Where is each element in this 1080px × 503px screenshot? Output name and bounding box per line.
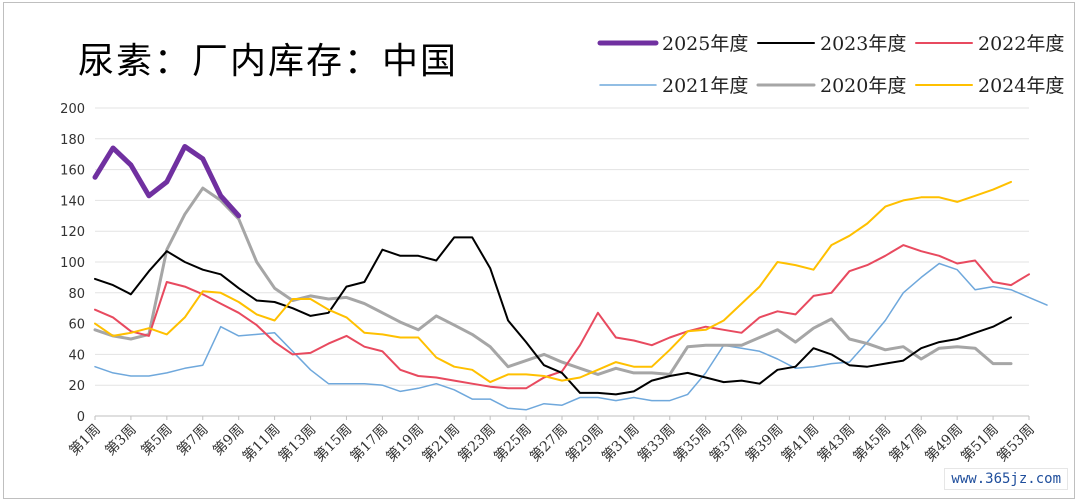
gridlines: [95, 107, 1029, 417]
x-tick-label: 第31周: [598, 421, 642, 465]
y-tick-label: 60: [68, 318, 85, 333]
series-line-2024年度: [94, 180, 1012, 384]
legend: 2025年度 2023年度 2022年度 2021年度 2020年度 2024年度: [597, 33, 1064, 97]
y-tick-label: 200: [60, 102, 85, 117]
x-tick-label: 第39周: [742, 421, 786, 465]
x-tick-label: 第19周: [383, 421, 427, 465]
legend-label: 2020年度: [820, 75, 906, 97]
x-tick-label: 第49周: [922, 421, 966, 465]
y-axis: 0 20 40 60 80 100 120 140 160 180 200: [60, 102, 85, 425]
y-tick-label: 100: [60, 256, 85, 271]
x-tick-label: 第47周: [886, 421, 930, 465]
chart-frame: 0 20 40 60 80 100 120 140 160 180 200 第1周 第3周 第5周 第7周…: [3, 2, 1075, 499]
series-line-2022年度: [94, 244, 1030, 390]
y-tick-label: 80: [68, 287, 85, 302]
y-tick-label: 120: [60, 225, 85, 240]
series-line-2021年度: [94, 262, 1048, 411]
series-line-2025年度: [92, 144, 242, 219]
legend-label: 2024年度: [978, 75, 1064, 97]
y-tick-label: 20: [68, 379, 85, 394]
series-line-2020年度: [93, 186, 1013, 376]
y-tick-label: 160: [60, 164, 85, 179]
x-tick-label: 第3周: [102, 421, 140, 459]
y-tick-label: 140: [60, 194, 85, 209]
x-tick-label: 第51周: [957, 421, 1001, 465]
legend-label: 2025年度: [662, 33, 748, 55]
x-tick-label: 第21周: [419, 421, 463, 465]
x-tick-label: 第35周: [670, 421, 714, 465]
x-tick-label: 第11周: [239, 421, 283, 465]
x-tick-label: 第37周: [706, 421, 750, 465]
x-tick-label: 第53周: [993, 421, 1037, 465]
x-tick-label: 第27周: [526, 421, 570, 465]
chart-title: 尿素：厂内库存：中国: [78, 41, 458, 82]
x-tick-label: 第13周: [275, 421, 319, 465]
legend-label: 2022年度: [978, 33, 1064, 55]
line-chart: 0 20 40 60 80 100 120 140 160 180 200 第1周第3周第5周第7周…: [60, 33, 1064, 465]
x-tick-label: 第41周: [778, 421, 822, 465]
x-tick-label: 第7周: [173, 421, 211, 459]
series-lines: [92, 144, 1048, 411]
x-tick-label: 第17周: [347, 421, 391, 465]
x-tick-label: 第23周: [455, 421, 499, 465]
x-tick-label: 第33周: [634, 421, 678, 465]
x-tick-label: 第5周: [138, 421, 176, 459]
series-line-2023年度: [94, 236, 1012, 396]
x-tick-label: 第15周: [311, 421, 355, 465]
y-tick-label: 40: [68, 348, 85, 363]
y-tick-label: 180: [60, 133, 85, 148]
x-tick-label: 第25周: [490, 421, 534, 465]
x-tick-label: 第43周: [814, 421, 858, 465]
legend-label: 2023年度: [820, 33, 906, 55]
x-tick-label: 第45周: [850, 421, 894, 465]
y-tick-label: 0: [77, 410, 85, 425]
legend-label: 2021年度: [662, 75, 748, 97]
x-axis: 第1周第3周第5周第7周第9周第11周第13周第15周第17周第19周第21周第…: [66, 416, 1038, 465]
x-tick-label: 第29周: [562, 421, 606, 465]
watermark: www.365jz.com: [944, 468, 1068, 490]
x-tick-label: 第1周: [66, 421, 104, 459]
